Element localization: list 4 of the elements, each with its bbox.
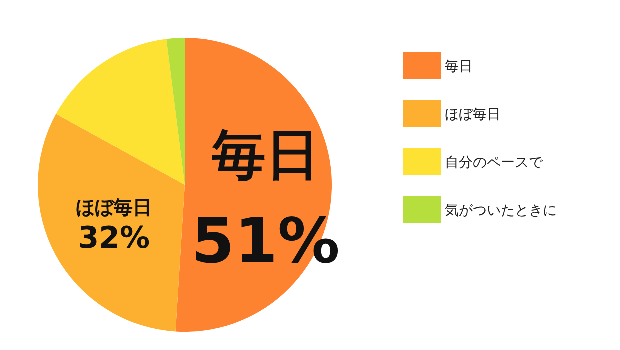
legend-label: 自分のペースで xyxy=(445,155,544,171)
legend-label: 毎日 xyxy=(445,59,473,75)
legend-label: ほぼ毎日 xyxy=(445,107,501,123)
legend-label: 気がついたときに xyxy=(445,203,557,219)
